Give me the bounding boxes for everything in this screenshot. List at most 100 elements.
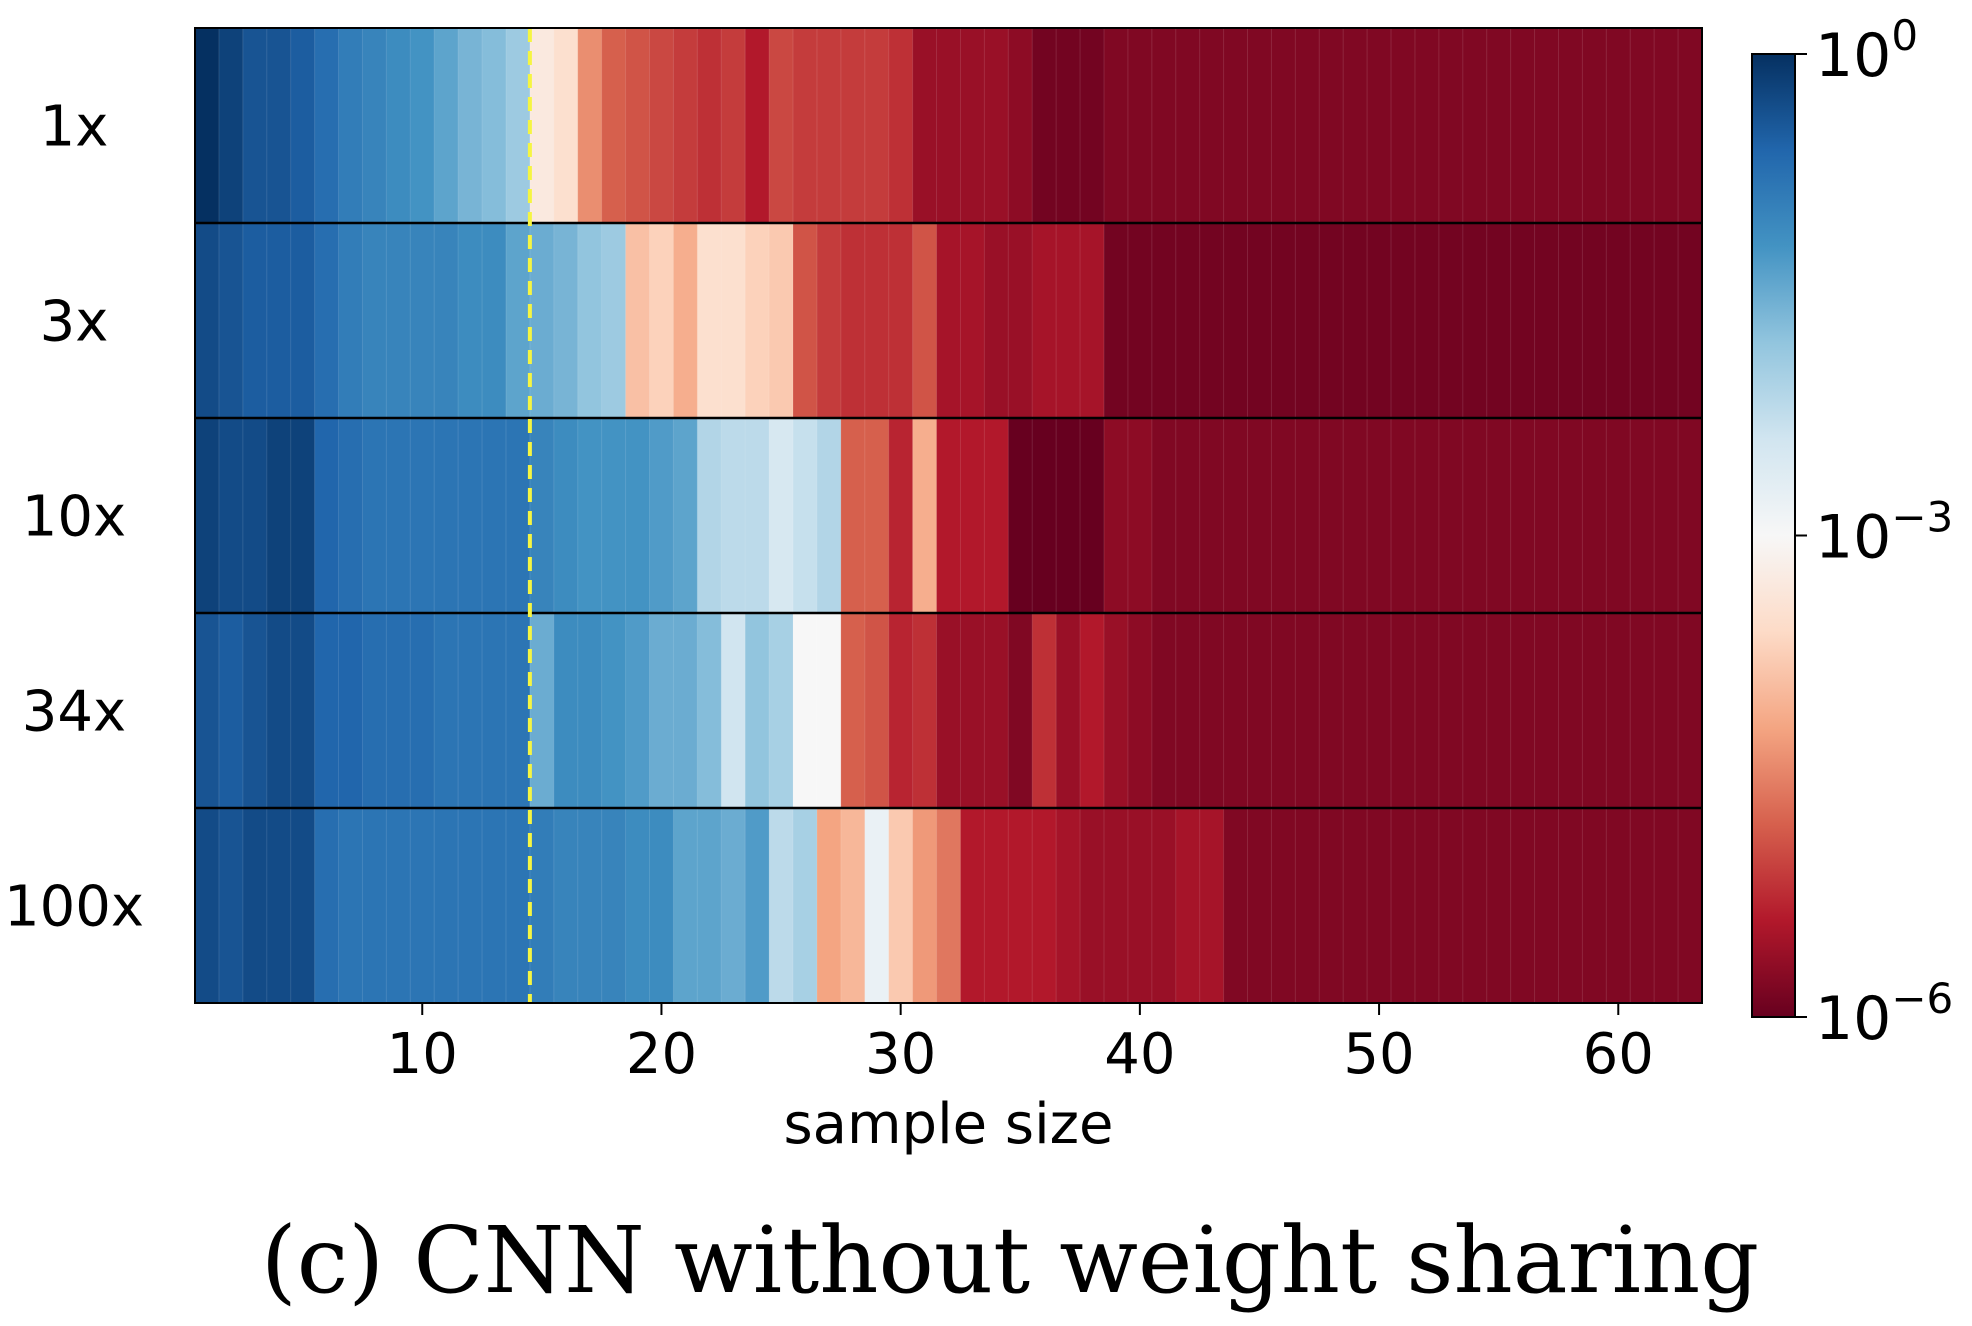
heatmap-cell bbox=[195, 223, 220, 418]
figure-caption: (c) CNN without weight sharing bbox=[261, 1207, 1759, 1314]
heatmap-cell bbox=[1678, 223, 1703, 418]
y-axis-labels: 1x 3x 10x 34x 100x bbox=[4, 95, 144, 940]
heatmap-cell bbox=[1080, 28, 1105, 223]
heatmap-cell bbox=[1606, 808, 1631, 1003]
heatmap-cell bbox=[1247, 223, 1273, 418]
heatmap-cell bbox=[1319, 28, 1344, 223]
heatmap-cell bbox=[553, 418, 579, 613]
heatmap-cell bbox=[1175, 613, 1201, 808]
heatmap-cell bbox=[1271, 28, 1296, 223]
heatmap-cell bbox=[984, 613, 1009, 808]
heatmap-cell bbox=[673, 613, 698, 808]
heatmap-cell bbox=[290, 28, 316, 223]
heatmap-cell bbox=[410, 613, 435, 808]
heatmap-cell bbox=[1032, 613, 1057, 808]
heatmap-cell bbox=[1175, 28, 1201, 223]
heatmap-cell bbox=[816, 418, 842, 613]
x-axis-label: sample size bbox=[784, 1092, 1114, 1157]
heatmap-cell bbox=[242, 223, 268, 418]
colorbar bbox=[1751, 53, 1796, 1018]
heatmap-cell bbox=[888, 223, 914, 418]
heatmap-cell bbox=[1151, 223, 1177, 418]
heatmap-cell bbox=[1151, 28, 1177, 223]
heatmap-cell bbox=[721, 418, 746, 613]
heatmap-cell bbox=[482, 808, 507, 1003]
heatmap-cell bbox=[649, 223, 675, 418]
colorbar-tick-label: 100 bbox=[1815, 11, 1918, 91]
heatmap-cell bbox=[721, 808, 746, 1003]
heatmap-cell bbox=[793, 223, 818, 418]
heatmap-cell bbox=[840, 223, 866, 418]
heatmap-cell bbox=[1343, 223, 1368, 418]
heatmap-cell bbox=[1534, 28, 1560, 223]
heatmap-cell bbox=[1391, 418, 1416, 613]
heatmap-cell bbox=[458, 418, 483, 613]
plot-frame bbox=[194, 27, 1703, 1004]
heatmap-cell bbox=[1462, 613, 1488, 808]
heatmap-cell bbox=[1558, 418, 1583, 613]
heatmap-cell bbox=[1510, 28, 1536, 223]
heatmap-cell bbox=[1391, 808, 1416, 1003]
heatmap-cell bbox=[1486, 28, 1512, 223]
heatmap-cell bbox=[1343, 28, 1368, 223]
heatmap-cell bbox=[1319, 613, 1344, 808]
heatmap-cell bbox=[793, 418, 818, 613]
heatmap-cell bbox=[1534, 223, 1560, 418]
heatmap-cell bbox=[1486, 613, 1512, 808]
heatmap-cell bbox=[1678, 808, 1703, 1003]
heatmap-cell bbox=[1199, 613, 1225, 808]
heatmap-cell bbox=[936, 28, 962, 223]
heatmap-cell bbox=[1175, 223, 1201, 418]
heatmap-cell bbox=[721, 223, 746, 418]
heatmap-cell bbox=[1103, 28, 1129, 223]
heatmap-cell bbox=[936, 613, 962, 808]
heatmap-cell bbox=[960, 28, 985, 223]
heatmap-cell bbox=[266, 808, 292, 1003]
heatmap-cell bbox=[888, 808, 914, 1003]
heatmap-cell bbox=[912, 808, 938, 1003]
heatmap-cell bbox=[1486, 808, 1512, 1003]
heatmap-cell bbox=[816, 28, 842, 223]
heatmap-cell bbox=[290, 613, 316, 808]
heatmap-cell bbox=[697, 613, 722, 808]
heatmap-cell bbox=[290, 418, 316, 613]
heatmap-cell bbox=[1151, 613, 1177, 808]
heatmap-cell bbox=[769, 808, 794, 1003]
heatmap-cell bbox=[649, 28, 675, 223]
heatmap-cell bbox=[984, 223, 1009, 418]
heatmap-cell bbox=[936, 418, 962, 613]
heatmap-cell bbox=[1606, 28, 1631, 223]
x-tick-label: 10 bbox=[387, 1022, 458, 1087]
heatmap-cell bbox=[1438, 613, 1464, 808]
heatmap-cell bbox=[1462, 28, 1488, 223]
heatmap-cell bbox=[434, 613, 459, 808]
heatmap-cell bbox=[266, 418, 292, 613]
row-label: 34x bbox=[22, 680, 126, 745]
heatmap-cell bbox=[314, 808, 340, 1003]
heatmap-cell bbox=[1558, 223, 1583, 418]
heatmap-cell bbox=[1103, 223, 1129, 418]
heatmap-cell bbox=[769, 613, 794, 808]
heatmap-cell bbox=[362, 418, 387, 613]
heatmap-cell bbox=[1486, 223, 1512, 418]
heatmap-cell bbox=[625, 613, 651, 808]
heatmap-cell bbox=[1343, 613, 1368, 808]
heatmap-cell bbox=[1247, 28, 1273, 223]
row-label: 10x bbox=[22, 485, 126, 550]
heatmap-cell bbox=[1271, 808, 1296, 1003]
heatmap-cell bbox=[1367, 223, 1392, 418]
heatmap-cell bbox=[1367, 28, 1392, 223]
heatmap-cell bbox=[1630, 28, 1655, 223]
heatmap-cell bbox=[1510, 613, 1536, 808]
heatmap-cell bbox=[697, 418, 722, 613]
heatmap-cell bbox=[1367, 418, 1392, 613]
heatmap-cell bbox=[553, 223, 579, 418]
heatmap-cell bbox=[1582, 808, 1607, 1003]
heatmap-cell bbox=[218, 613, 244, 808]
heatmap-cell bbox=[1103, 808, 1129, 1003]
heatmap-cell bbox=[1510, 223, 1536, 418]
heatmap-cell bbox=[936, 223, 962, 418]
heatmap-cell bbox=[1558, 613, 1583, 808]
heatmap-cell bbox=[266, 28, 292, 223]
heatmap-cell bbox=[386, 808, 411, 1003]
